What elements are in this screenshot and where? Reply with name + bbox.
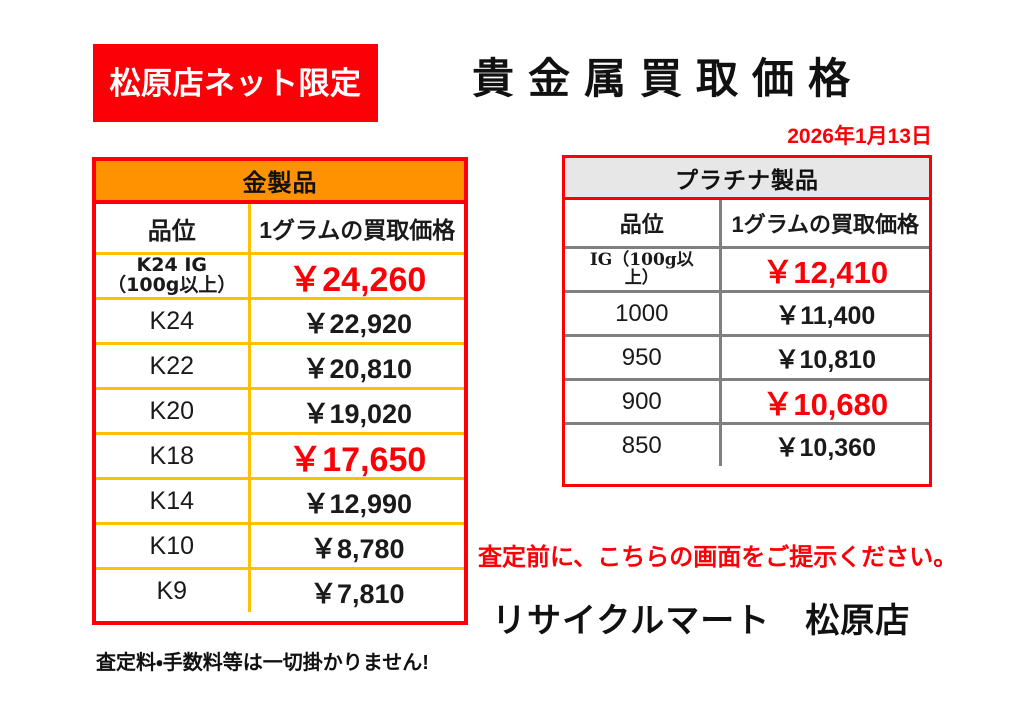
gold-grade-4: K18	[96, 435, 251, 477]
gold-grade-2: K22	[96, 345, 251, 387]
gold-grade-5: K14	[96, 480, 251, 522]
table-row: K20 ￥19,020	[96, 387, 464, 432]
table-row: 850 ￥10,360	[565, 422, 929, 466]
table-row: K24 IG （100g以上） ￥24,260	[96, 252, 464, 297]
gold-col-grade-header: 品位	[96, 204, 251, 252]
platinum-grade-0-main: IG（100g以	[589, 249, 694, 270]
gold-price-table: 金製品 品位 1グラムの買取価格 K24 IG （100g以上） ￥24,260…	[92, 157, 468, 625]
no-fee-footnote: 査定料・手数料等は一切掛かりません!	[96, 652, 429, 674]
gold-grade-0: K24 IG （100g以上）	[96, 255, 251, 297]
gold-grade-1: K24	[96, 300, 251, 342]
platinum-col-grade-header: 品位	[565, 200, 722, 246]
platinum-price-table: プラチナ製品 品位 1グラムの買取価格 IG（100g以 上） ￥12,410 …	[562, 155, 932, 487]
platinum-price-4: ￥10,360	[774, 433, 876, 462]
table-row: IG（100g以 上） ￥12,410	[565, 246, 929, 290]
presentation-notice: 査定前に、こちらの画面をご提示ください。	[478, 544, 958, 571]
platinum-table-title: プラチナ製品	[565, 158, 929, 200]
platinum-grade-1: 1000	[565, 293, 722, 334]
platinum-grade-0: IG（100g以 上）	[565, 249, 722, 290]
platinum-price-0: ￥12,410	[762, 255, 889, 290]
table-row: K24 ￥22,920	[96, 297, 464, 342]
gold-price-3: ￥19,020	[302, 398, 413, 429]
gold-price-6: ￥8,780	[309, 533, 405, 564]
gold-grade-3: K20	[96, 390, 251, 432]
price-date: 2026年1月13日	[787, 125, 932, 148]
gold-price-1: ￥22,920	[302, 308, 413, 339]
gold-price-5: ￥12,990	[302, 488, 413, 519]
gold-col-price-header: 1グラムの買取価格	[259, 217, 456, 243]
page-title: 貴金属買取価格	[471, 57, 864, 103]
table-row: 1000 ￥11,400	[565, 290, 929, 334]
platinum-grade-0-sub: 上）	[624, 267, 659, 288]
gold-price-4: ￥17,650	[288, 440, 427, 478]
gold-price-0: ￥24,260	[288, 260, 427, 298]
table-row: K18 ￥17,650	[96, 432, 464, 477]
table-row: K9 ￥7,810	[96, 567, 464, 612]
table-row: 900 ￥10,680	[565, 378, 929, 422]
gold-grade-0-main: K24 IG	[136, 255, 207, 277]
platinum-col-price-header: 1グラムの買取価格	[731, 212, 920, 237]
table-row: 950 ￥10,810	[565, 334, 929, 378]
gold-grade-6: K10	[96, 525, 251, 567]
platinum-price-3: ￥10,680	[762, 387, 889, 422]
gold-grade-0-sub: （100g以上）	[107, 274, 237, 296]
gold-price-7: ￥7,810	[309, 578, 405, 609]
platinum-price-2: ￥10,810	[774, 345, 876, 374]
net-limited-badge-label: 松原店ネット限定	[109, 65, 362, 101]
gold-table-column-header: 品位 1グラムの買取価格	[96, 204, 464, 252]
platinum-grade-2: 950	[565, 337, 722, 378]
platinum-grade-3: 900	[565, 381, 722, 422]
store-name: リサイクルマート 松原店	[492, 602, 911, 640]
gold-grade-7: K9	[96, 570, 251, 612]
gold-price-2: ￥20,810	[302, 353, 413, 384]
platinum-grade-4: 850	[565, 425, 722, 466]
net-limited-badge: 松原店ネット限定	[93, 44, 378, 122]
table-row: K10 ￥8,780	[96, 522, 464, 567]
gold-table-title: 金製品	[96, 161, 464, 204]
table-row: K22 ￥20,810	[96, 342, 464, 387]
platinum-table-column-header: 品位 1グラムの買取価格	[565, 200, 929, 246]
table-row: K14 ￥12,990	[96, 477, 464, 522]
platinum-price-1: ￥11,400	[775, 301, 876, 330]
